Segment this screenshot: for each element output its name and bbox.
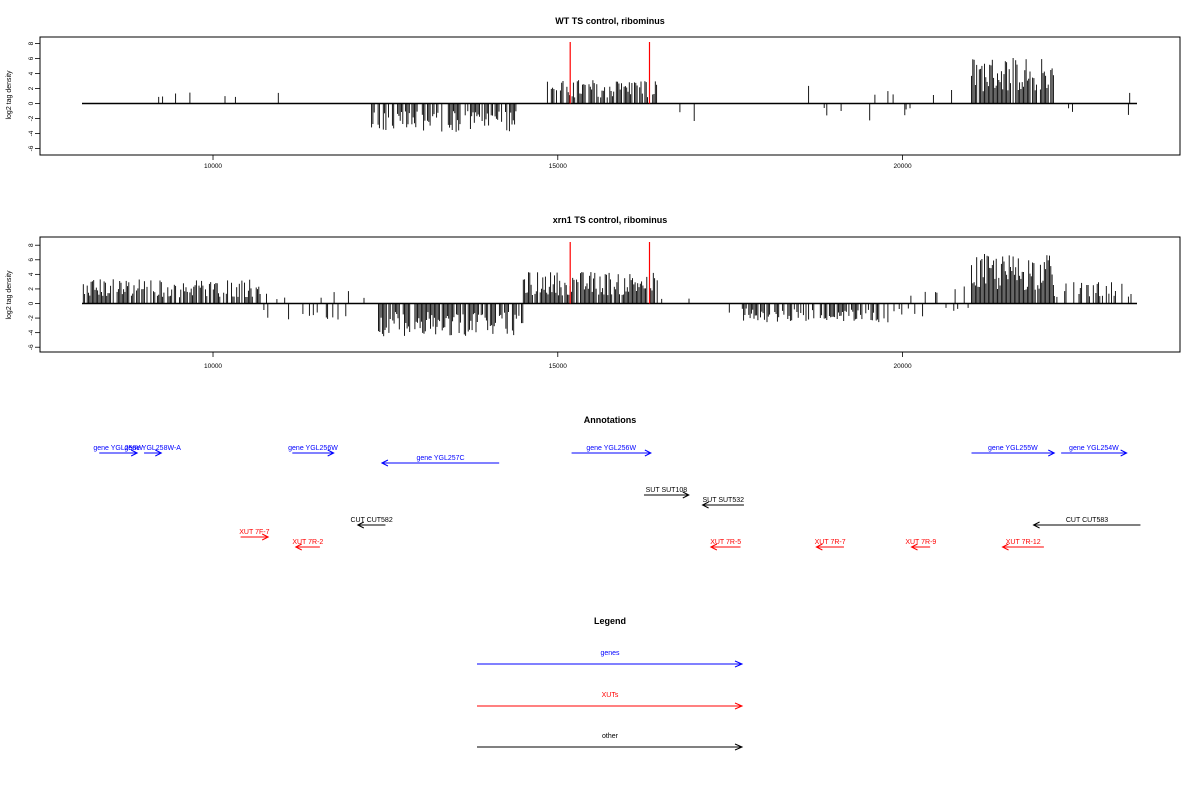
feature-label: CUT CUT583 [1066,517,1108,524]
feature-arrowhead [1032,521,1040,529]
feature-label: XUT 7R-2 [292,539,323,546]
legend-label: genes [600,650,620,657]
xrn1-y-axis-label: log2 tag density [6,270,13,320]
y-tick-label: 0 [28,101,35,105]
feature-arrowhead [380,459,389,467]
legend-panel: Legend genes XUTs other [477,616,744,751]
feature-arrowhead [1001,543,1009,551]
y-tick-label: 8 [28,41,35,45]
feature-label: XUT 7R-5 [710,539,741,546]
xrn1-track: xrn1 TS control, ribominus log2 tag dens… [6,215,1181,370]
feature-label: SUT SUT532 [703,497,745,504]
y-tick-label: 8 [28,243,35,247]
feature-arrowhead [130,449,139,457]
plot-frame [39,236,1181,353]
annotations-title: Annotations [584,415,637,425]
y-tick-label: 4 [28,272,35,276]
xrn1-track-title: xrn1 TS control, ribominus [553,215,668,225]
x-tick-label: 20000 [894,363,912,370]
feature-label: gene YGL258W [93,445,143,452]
feature-arrowhead [701,501,709,509]
x-tick-label: 10000 [204,163,222,170]
feature-arrowhead [1048,449,1056,457]
feature-arrowhead [155,449,163,457]
feature-label: CUT CUT582 [350,517,392,524]
y-tick-label: 2 [28,287,35,291]
y-tick-label: -4 [28,130,35,136]
feature-label: SUT SUT108 [646,487,688,494]
density-bars [158,58,1131,132]
feature-arrowhead [815,543,823,551]
legend-arrowhead [734,660,744,668]
feature-arrowhead [644,449,652,457]
wt-track: WT TS control, ribominus log2 tag densit… [6,16,1181,170]
y-tick-label: -4 [28,329,35,335]
wt-y-axis-label: log2 tag density [6,70,13,120]
y-tick-label: 6 [28,56,35,60]
x-tick-label: 20000 [894,163,912,170]
feature-label: XUT 7R-9 [905,539,936,546]
feature-label: gene YGL256W [288,445,338,452]
y-tick-label: -2 [28,115,35,121]
feature-arrowhead [910,543,918,551]
legend-label: other [602,733,619,740]
wt-track-title: WT TS control, ribominus [555,16,665,26]
y-tick-label: 2 [28,86,35,90]
feature-label: gene YGL254W [1069,445,1119,452]
feature-arrowhead [261,533,270,541]
feature-arrowhead [1120,449,1128,457]
feature-label: gene YGL255W [988,445,1038,452]
y-tick-label: -6 [28,145,35,151]
feature-label: XUT 7R-7 [815,539,846,546]
legend-label: XUTs [602,692,619,699]
legend-arrowhead [734,743,744,751]
legend-arrowhead [734,702,744,710]
y-tick-label: -6 [28,344,35,350]
feature-arrowhead [294,543,302,551]
x-tick-label: 15000 [549,163,567,170]
feature-label: gene YGL256W [586,445,636,452]
x-tick-label: 10000 [204,363,222,370]
x-tick-label: 15000 [549,363,567,370]
feature-label: gene YGL258W-A [124,445,181,452]
y-tick-label: 4 [28,71,35,75]
plot-frame [39,36,1181,156]
feature-arrowhead [327,449,335,457]
feature-arrowhead [709,543,718,551]
density-bars [82,254,1132,337]
feature-label: XUT 7R-12 [1006,539,1041,546]
y-tick-label: 6 [28,258,35,262]
y-tick-label: -2 [28,315,35,321]
feature-arrowhead [356,521,365,529]
legend-title: Legend [594,616,626,626]
feature-arrowhead [682,491,690,499]
feature-label: XUT 7F-7 [239,529,269,536]
y-tick-label: 0 [28,301,35,305]
feature-label: gene YGL257C [416,455,464,462]
